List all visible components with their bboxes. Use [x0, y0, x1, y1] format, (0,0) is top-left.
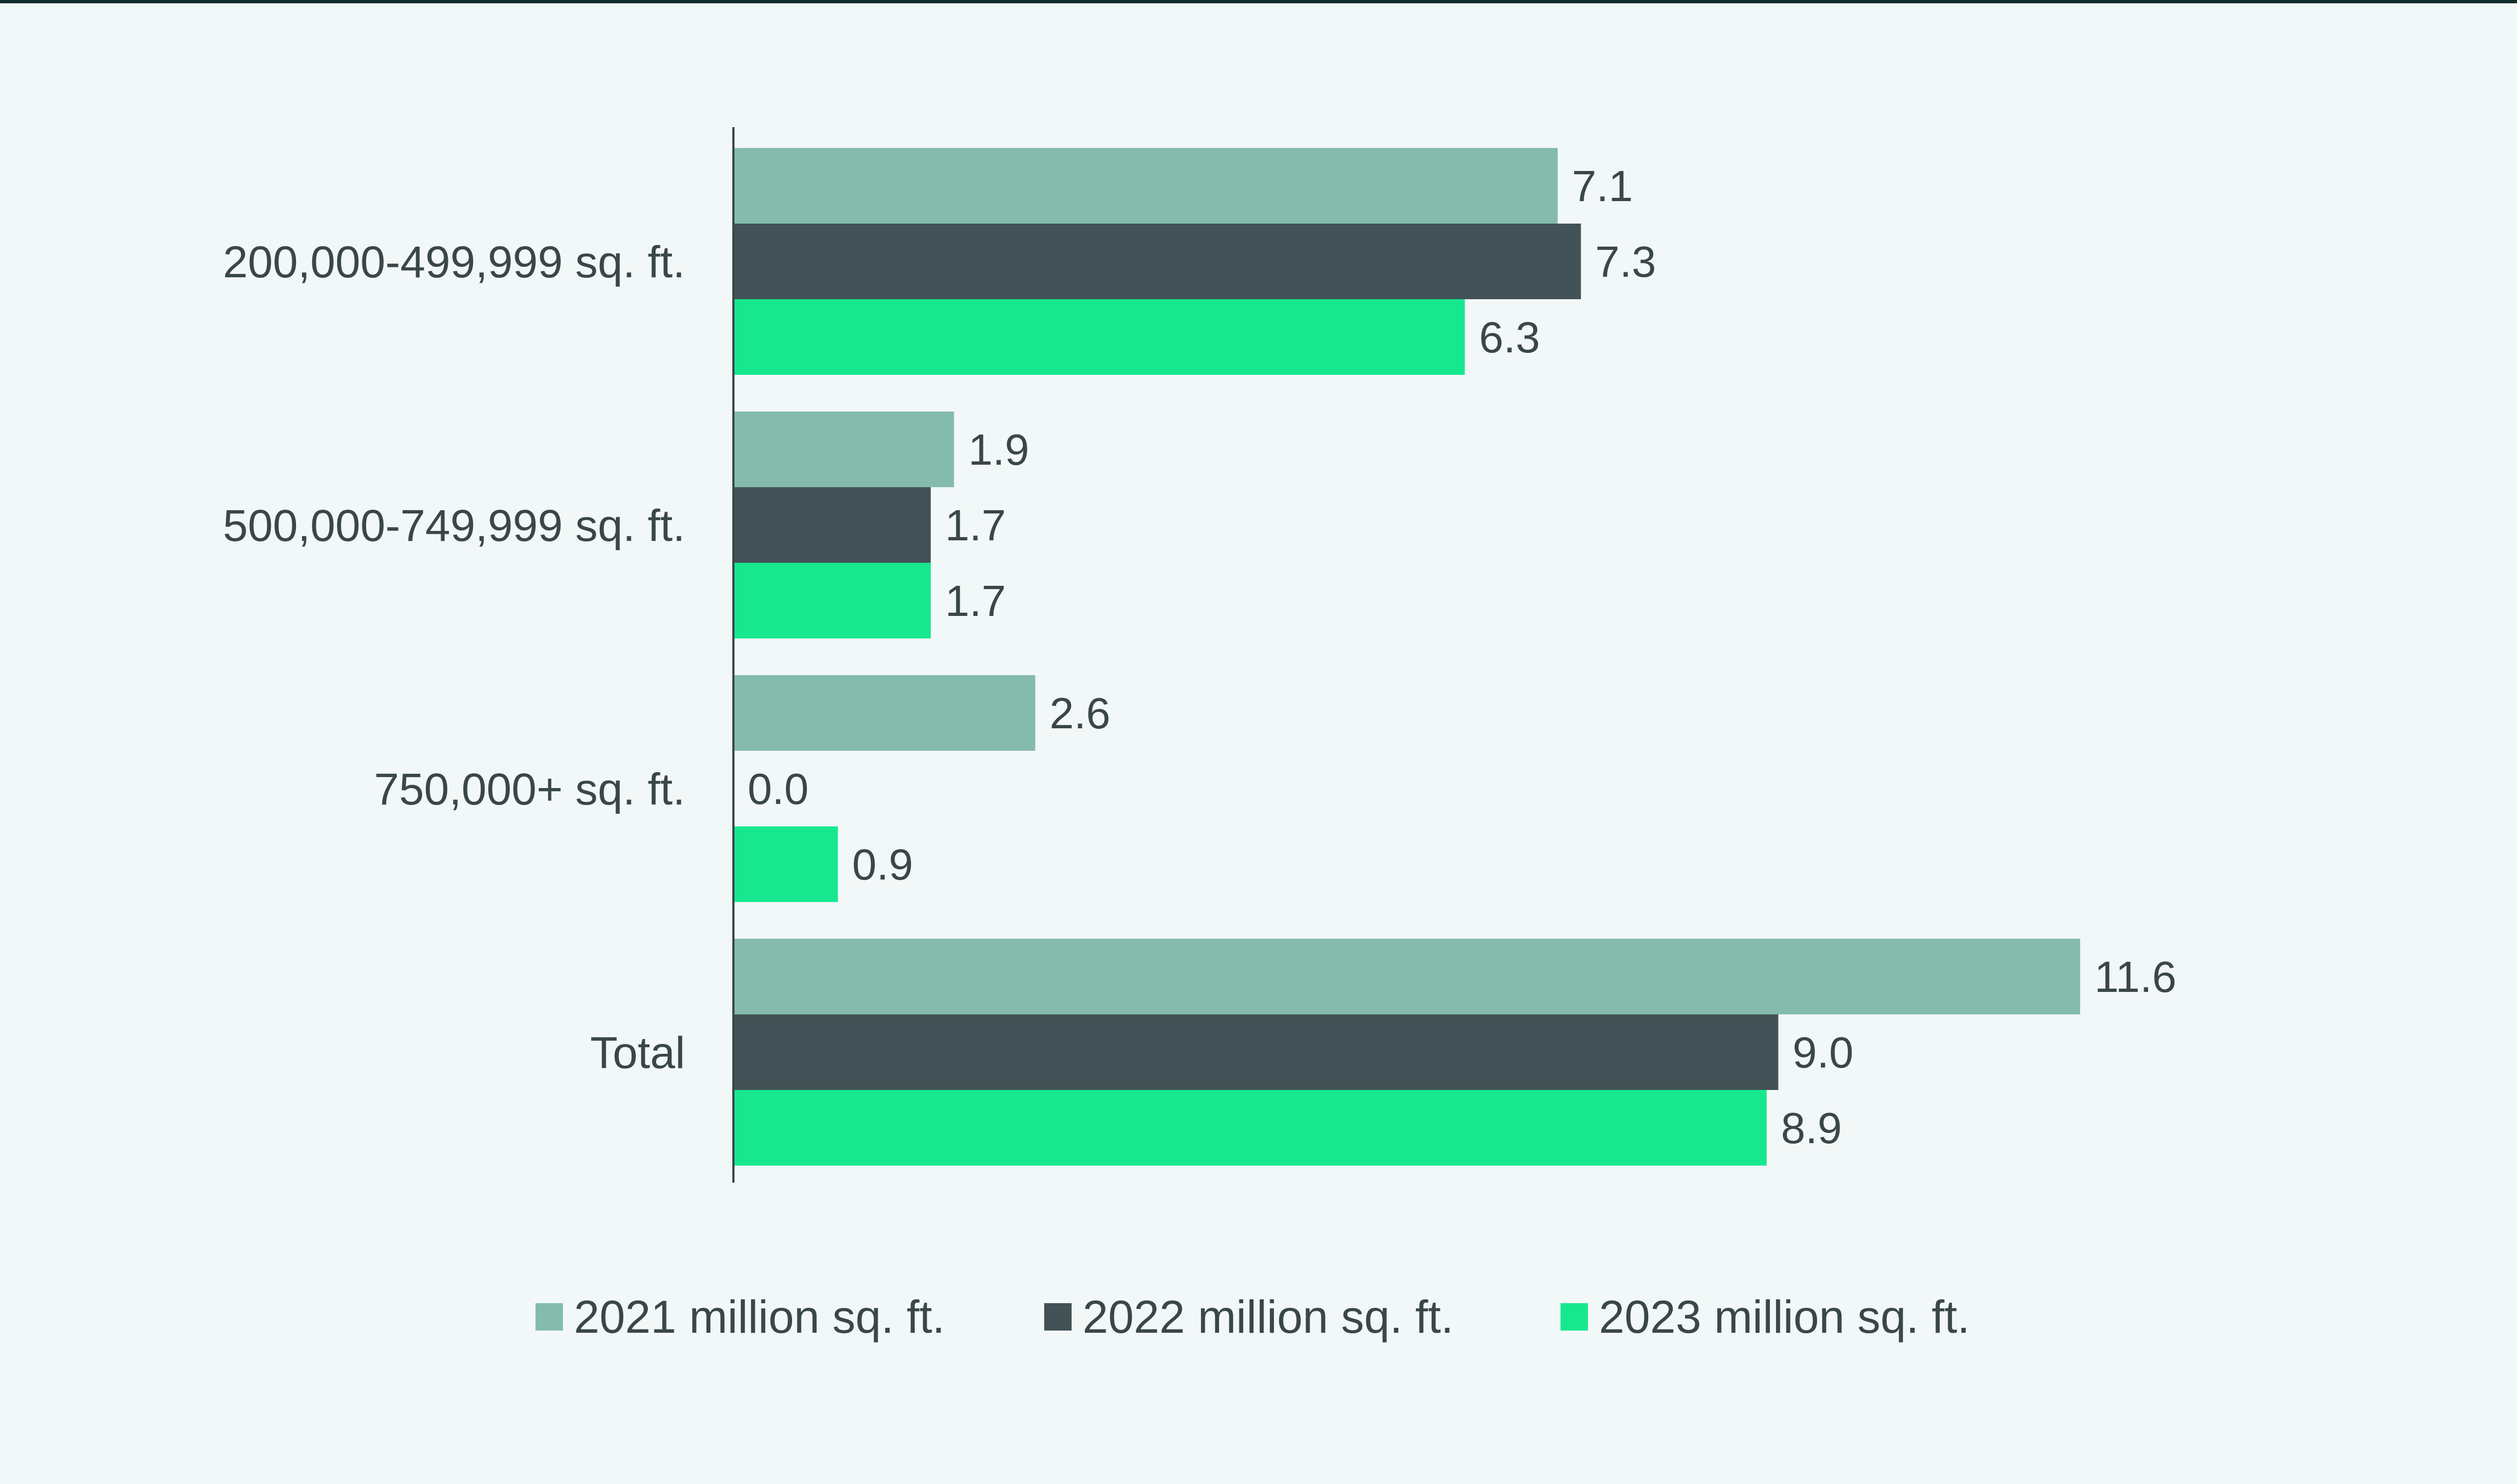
value-label-200-000-499-999-sq-ft-series-3: 6.3: [1479, 313, 1540, 362]
value-label-750-000-sq-ft-series-3: 0.9: [852, 840, 913, 889]
legend-swatch-series-1: [536, 1303, 563, 1331]
bars-layer: [733, 148, 2080, 1166]
bar-500-000-749-999-sq-ft-series-2: [733, 487, 931, 563]
category-label-750-000-sq-ft: 750,000+ sq. ft.: [374, 764, 685, 814]
bar-750-000-sq-ft-series-1: [733, 675, 1035, 751]
legend-label-series-3: 2023 million sq. ft.: [1599, 1291, 1970, 1343]
bar-200-000-499-999-sq-ft-series-3: [733, 299, 1465, 375]
value-label-500-000-749-999-sq-ft-series-1: 1.9: [968, 425, 1029, 474]
value-label-500-000-749-999-sq-ft-series-3: 1.7: [945, 577, 1006, 625]
value-label-750-000-sq-ft-series-1: 2.6: [1050, 689, 1111, 738]
top-rule: [0, 0, 2517, 3]
category-label-total: Total: [590, 1028, 685, 1078]
category-labels-layer: 200,000-499,999 sq. ft. 500,000-749,999 s…: [223, 237, 685, 1078]
category-label-200-000-499-999-sq-ft: 200,000-499,999 sq. ft.: [223, 237, 685, 287]
bar-total-series-2: [733, 1014, 1779, 1090]
value-label-500-000-749-999-sq-ft-series-2: 1.7: [945, 501, 1006, 550]
bar-750-000-sq-ft-series-3: [733, 826, 838, 902]
bar-total-series-3: [733, 1090, 1767, 1166]
bar-total-series-1: [733, 939, 2080, 1014]
value-label-total-series-2: 9.0: [1792, 1028, 1853, 1077]
bar-500-000-749-999-sq-ft-series-3: [733, 563, 931, 638]
category-label-500-000-749-999-sq-ft: 500,000-749,999 sq. ft.: [223, 501, 685, 551]
value-label-total-series-1: 11.6: [2094, 952, 2177, 1001]
bar-200-000-499-999-sq-ft-series-1: [733, 148, 1558, 224]
legend-swatch-series-3: [1561, 1303, 1588, 1331]
legend: 2021 million sq. ft. 2022 million sq. ft.…: [536, 1291, 1970, 1343]
legend-label-series-1: 2021 million sq. ft.: [574, 1291, 945, 1343]
legend-label-series-2: 2022 million sq. ft.: [1083, 1291, 1454, 1343]
bar-500-000-749-999-sq-ft-series-1: [733, 412, 954, 487]
value-label-750-000-sq-ft-series-2: 0.0: [748, 764, 808, 813]
value-label-200-000-499-999-sq-ft-series-2: 7.3: [1595, 237, 1656, 286]
value-label-total-series-3: 8.9: [1781, 1104, 1842, 1152]
value-labels-layer: 7.1 7.3 6.3 1.9 1.7 1.7 2.6 0.0 0.9 11.6 9.0 8.9: [748, 162, 2177, 1152]
value-label-200-000-499-999-sq-ft-series-1: 7.1: [1572, 162, 1633, 210]
legend-swatch-series-2: [1044, 1303, 1072, 1331]
bar-200-000-499-999-sq-ft-series-2: [733, 224, 1581, 299]
